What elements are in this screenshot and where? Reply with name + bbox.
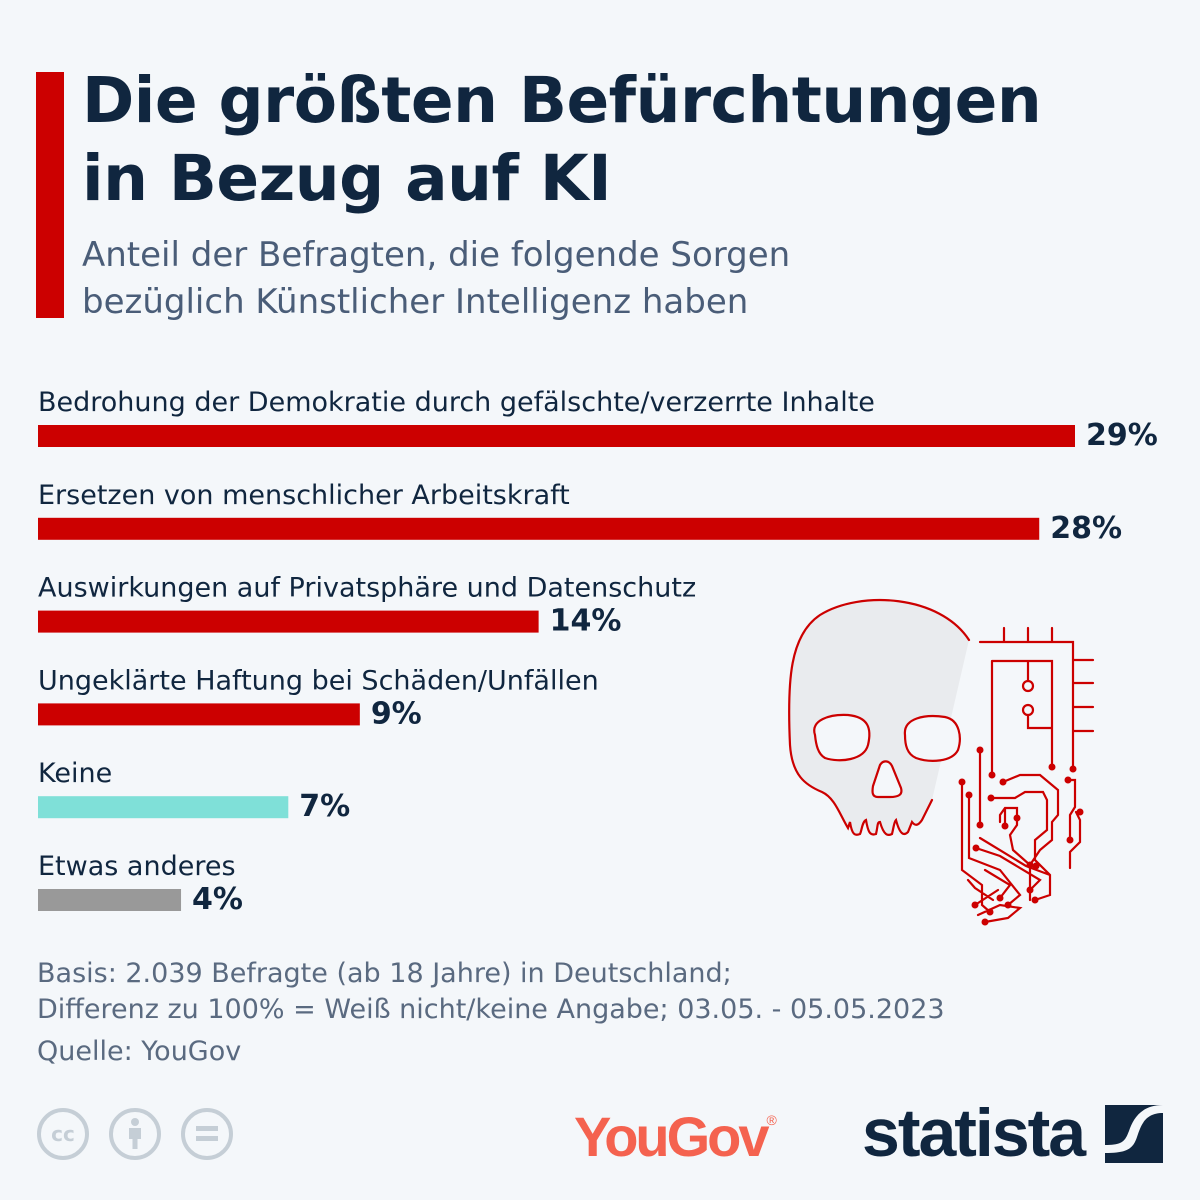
- yougov-logo[interactable]: YouGov®: [574, 1105, 777, 1168]
- person-icon: [129, 1118, 141, 1149]
- cc-icon-label: cc: [51, 1122, 75, 1146]
- value-label: 14%: [550, 604, 622, 639]
- no-derivatives-icon[interactable]: [181, 1108, 233, 1160]
- bar: [38, 703, 360, 726]
- accent-bar: [36, 72, 64, 318]
- source-note: Quelle: YouGov: [37, 1036, 242, 1067]
- page-title: Die größten Befürchtungen in Bezug auf K…: [82, 62, 1042, 218]
- category-label: Keine: [38, 758, 112, 789]
- value-label: 4%: [192, 882, 243, 917]
- category-label: Ungeklärte Haftung bei Schäden/Unfällen: [38, 665, 599, 696]
- subtitle-line-1: Anteil der Befragten, die folgende Sorge…: [82, 235, 791, 275]
- value-label: 29%: [1086, 418, 1158, 453]
- subtitle-line-2: bezüglich Künstlicher Intelligenz haben: [82, 282, 749, 322]
- title-line-2: in Bezug auf KI: [82, 142, 612, 215]
- value-label: 28%: [1050, 511, 1122, 546]
- attribution-icon[interactable]: [109, 1108, 161, 1160]
- bar: [38, 889, 182, 911]
- statista-logo[interactable]: statista: [862, 1094, 1086, 1172]
- title-line-1: Die größten Befürchtungen: [82, 64, 1042, 137]
- equals-icon: [196, 1126, 218, 1141]
- bar: [38, 517, 1040, 540]
- basis-note-line-2: Differenz zu 100% = Weiß nicht/keine Ang…: [37, 994, 945, 1025]
- bar: [38, 796, 289, 819]
- skull-circuit-illustration: [788, 599, 1095, 926]
- basis-note-line-1: Basis: 2.039 Befragte (ab 18 Jahre) in D…: [37, 958, 732, 989]
- value-label: 7%: [299, 789, 350, 824]
- subtitle: Anteil der Befragten, die folgende Sorge…: [82, 232, 790, 326]
- statista-logo-icon: [1105, 1105, 1163, 1163]
- statista-logo-text: statista: [862, 1095, 1086, 1171]
- yougov-logo-text: YouGov: [574, 1105, 770, 1168]
- category-label: Bedrohung der Demokratie durch gefälscht…: [38, 387, 875, 418]
- bar: [38, 425, 1075, 447]
- category-label: Auswirkungen auf Privatsphäre und Datens…: [38, 573, 696, 604]
- bar: [38, 610, 539, 633]
- category-label: Ersetzen von menschlicher Arbeitskraft: [38, 480, 570, 511]
- category-label: Etwas anderes: [38, 851, 236, 882]
- value-label: 9%: [371, 696, 422, 731]
- cc-icon[interactable]: cc: [37, 1108, 89, 1160]
